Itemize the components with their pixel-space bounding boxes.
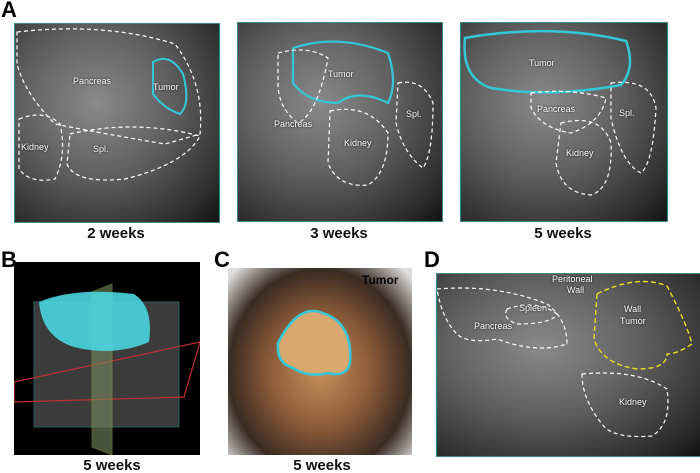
label-kidney: Kidney [21, 142, 49, 152]
label-tumor: Tumor [529, 58, 555, 68]
ultrasound-5-weeks: Tumor Pancreas Spl. Kidney [460, 22, 668, 222]
label-kidney: Kidney [566, 148, 594, 158]
tumor-outline-photo [276, 309, 352, 376]
tumor-outline [152, 58, 188, 116]
panel-a-letter: A [1, 0, 17, 22]
caption-3-weeks: 3 weeks [310, 225, 368, 242]
caption-2-weeks: 2 weeks [87, 225, 145, 242]
label-peritoneal: Peritoneal [552, 274, 593, 284]
label-pancreas: Pancreas [274, 119, 313, 129]
label-pancreas: Pancreas [73, 76, 112, 86]
tumor-volume [39, 291, 150, 351]
outlines [16, 28, 202, 181]
label-spleen: Spl. [93, 144, 109, 154]
pancreas-outline [437, 287, 568, 349]
3d-reconstruction [14, 262, 200, 455]
panel-c-letter: C [214, 247, 230, 272]
tumor-outline [276, 309, 352, 376]
kidney-outline [18, 114, 64, 181]
panel-b-letter: B [1, 247, 17, 272]
label-pancreas: Pancreas [474, 321, 513, 331]
label-kidney: Kidney [619, 397, 647, 407]
tumor-outline [291, 40, 395, 105]
label-spleen: Spl. [619, 108, 635, 118]
wall-tumor-outline [593, 280, 693, 370]
label-tumor: Tumor [328, 69, 354, 79]
label-spleen: Spleen [519, 303, 548, 313]
caption-c: 5 weeks [293, 457, 351, 473]
outlines [277, 40, 434, 186]
label-tumor: Tumor [362, 273, 399, 287]
pancreas-outline [277, 49, 329, 124]
spleen-outline [66, 126, 201, 181]
spleen-outline [505, 304, 558, 325]
spleen-outline [395, 81, 434, 169]
pancreas-outline [16, 28, 202, 145]
label-tumor: Tumor [153, 82, 179, 92]
kidney-outline [327, 108, 389, 186]
label-pancreas: Pancreas [537, 104, 576, 114]
kidney-outline [581, 372, 669, 438]
caption-5-weeks: 5 weeks [534, 225, 592, 242]
label-wall: Wall [567, 285, 585, 295]
ultrasound-3-weeks: Tumor Pancreas Kidney Spl. [237, 22, 443, 222]
outlines [463, 29, 657, 196]
caption-b: 5 weeks [83, 457, 141, 473]
pancreas-outline [530, 90, 607, 134]
kidney-outline [555, 119, 612, 196]
label-wall-tumor-2: Tumor [620, 316, 646, 326]
label-kidney: Kidney [344, 138, 372, 148]
3d-volume [14, 283, 200, 455]
label-wall-tumor-1: Wall [624, 304, 642, 314]
necropsy-photo: Tumor [228, 268, 412, 455]
panel-d-letter: D [424, 247, 440, 272]
spleen-outline [610, 81, 657, 174]
outlines [437, 280, 693, 438]
ultrasound-wall-tumor: Peritoneal Wall Spleen Pancreas Wall Tum… [436, 273, 700, 457]
ultrasound-2-weeks: Pancreas Tumor Kidney Spl. [14, 23, 220, 223]
label-spleen: Spl. [406, 109, 422, 119]
tumor-outline [463, 29, 632, 94]
